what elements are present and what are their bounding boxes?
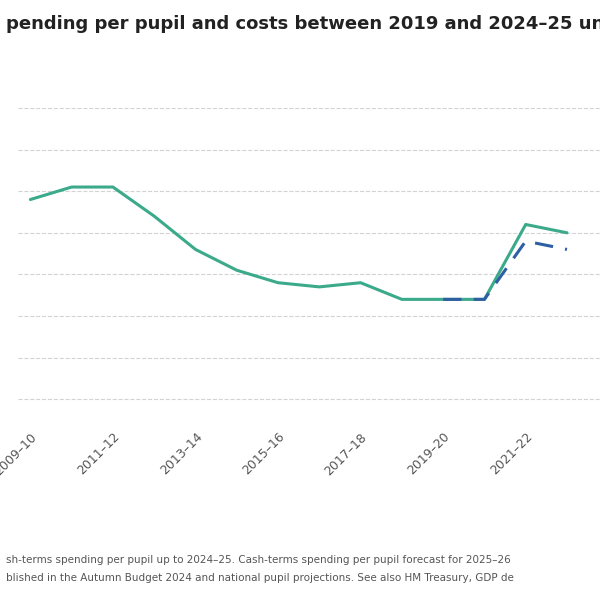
- Text: pending per pupil and costs between 2019 and 2024–25 un: pending per pupil and costs between 2019…: [6, 15, 600, 33]
- Text: blished in the Autumn Budget 2024 and national pupil projections. See also HM Tr: blished in the Autumn Budget 2024 and na…: [6, 573, 514, 583]
- Text: sh-terms spending per pupil up to 2024–25. Cash-terms spending per pupil forecas: sh-terms spending per pupil up to 2024–2…: [6, 555, 511, 565]
